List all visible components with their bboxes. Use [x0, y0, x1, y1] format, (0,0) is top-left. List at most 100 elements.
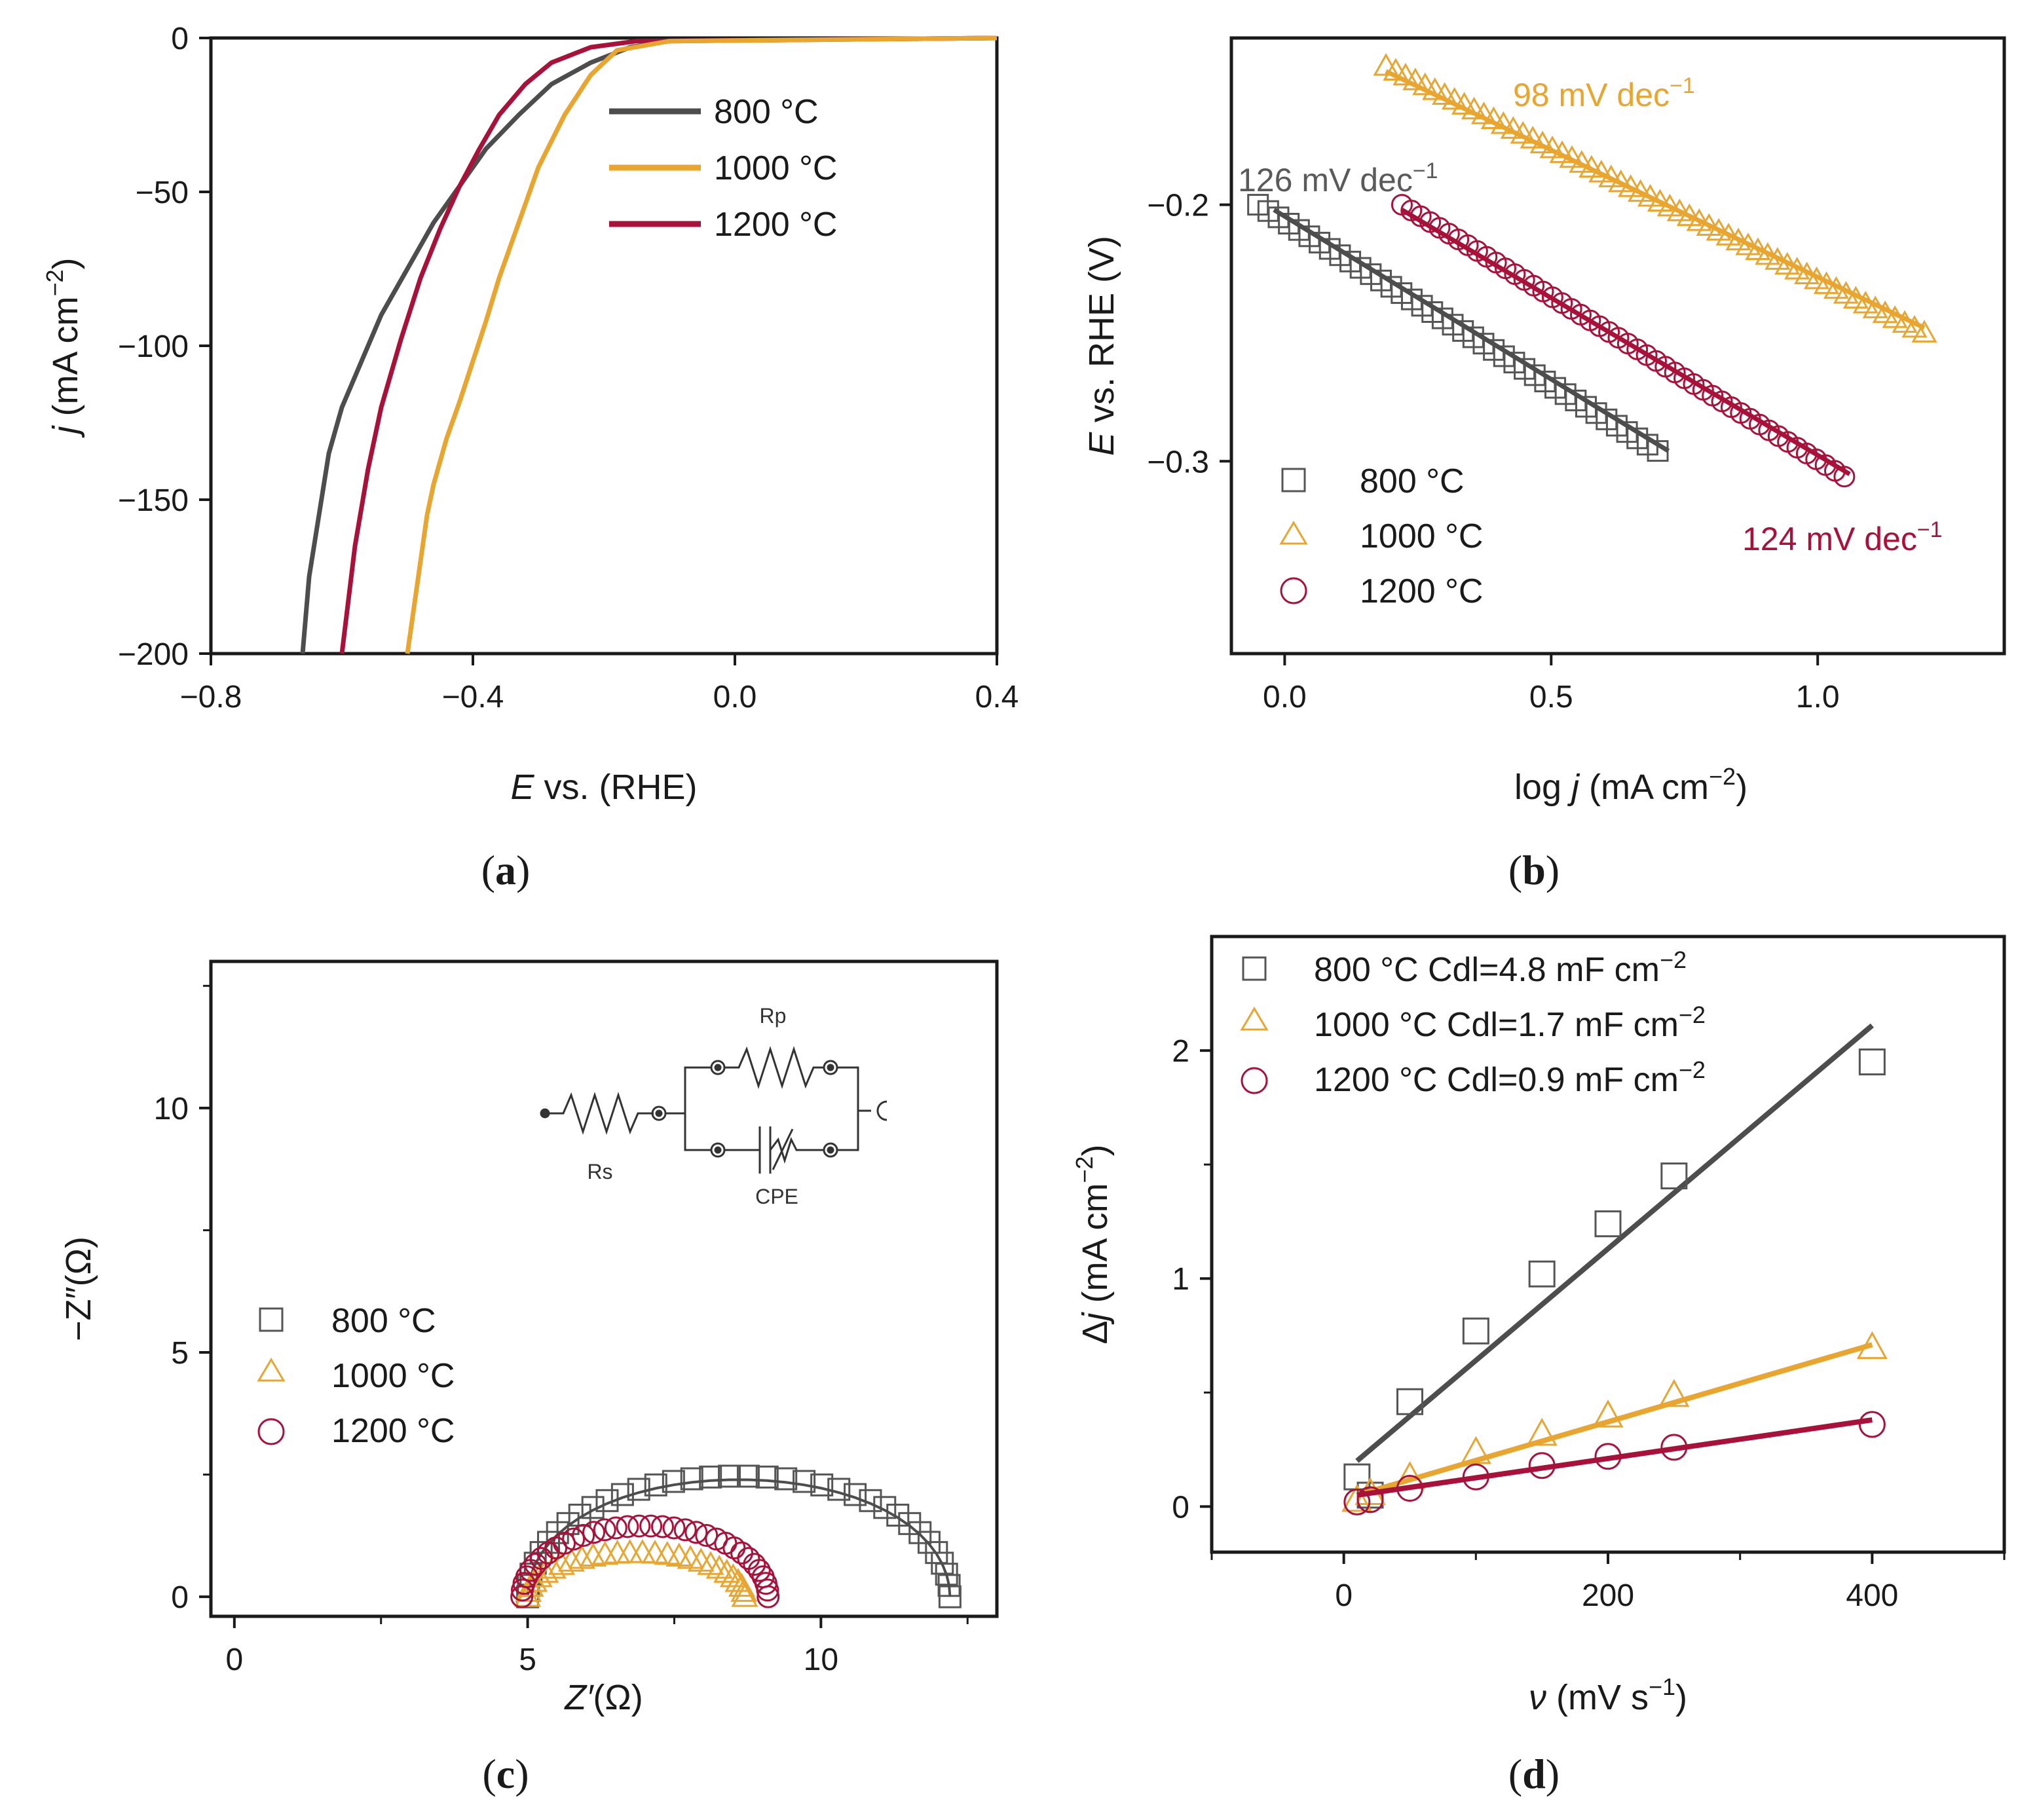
cpe-arrow [772, 1128, 794, 1170]
plot-frame [209, 959, 999, 1618]
legend-label-1200: 1200 °C [714, 206, 837, 244]
marker-circle [1396, 1475, 1423, 1502]
series-group [1341, 1023, 1888, 1515]
marker-circle [582, 1521, 606, 1544]
tick-group: 0.0 0.5 1.0 −0.2 −0.3 [1147, 189, 1839, 715]
marker-circle [1660, 1434, 1688, 1461]
marker-triangle [1706, 217, 1732, 241]
y-axis-label: j (mA cm−2) [41, 257, 85, 438]
y-tick-label: 0 [1172, 1490, 1189, 1525]
tick-group: 0 200 400 0 1 2 [1172, 1034, 2006, 1613]
marker-triangle [616, 1539, 644, 1563]
marker-triangle [629, 1539, 656, 1563]
panel-d-chart: 0 200 400 0 1 2 ν (mV s−1) Δj (mA cm−2) 800 °… [1071, 935, 2006, 1797]
y-axis-label: Δj (mA cm−2) [1071, 1144, 1115, 1344]
legend: 800 °C 1000 °C 1200 °C [257, 1302, 455, 1450]
series-line-800 [300, 35, 998, 654]
equivalent-circuit-inset: Rs Rp CPE [540, 1004, 888, 1208]
legend-marker-square [259, 1307, 284, 1332]
marker-circle [650, 1515, 674, 1538]
marker-square [1858, 1048, 1886, 1075]
circuit-node-dot [655, 1109, 663, 1117]
legend-marker-triangle [1279, 521, 1308, 545]
marker-triangle [525, 1563, 553, 1588]
marker-circle [757, 1585, 780, 1608]
marker-triangle [557, 1548, 585, 1572]
y-tick-label: −200 [118, 637, 189, 672]
x-tick-label: 0.0 [1263, 680, 1307, 715]
slope-annotations: 126 mV dec−1 98 mV dec−1 124 mV dec−1 [1238, 73, 1943, 557]
panel-caption: (a) [481, 847, 531, 893]
marker-triangle [1526, 1417, 1558, 1446]
plot-frame [209, 36, 999, 656]
marker-circle [756, 1578, 779, 1602]
x-tick-label: −0.4 [442, 680, 504, 715]
marker-square [1462, 1317, 1489, 1345]
marker-circle [1594, 1443, 1622, 1470]
plot-frame [1229, 36, 2006, 656]
marker-circle [673, 1518, 697, 1542]
marker-square [718, 1464, 741, 1488]
marker-square [810, 1473, 834, 1496]
y-tick-label: 2 [1172, 1034, 1189, 1069]
legend-label-1000: 1000 °C [331, 1357, 455, 1395]
circuit-left-bus [665, 1066, 711, 1115]
y-tick-label: −100 [118, 329, 189, 364]
x-tick-label: 0.5 [1529, 680, 1573, 715]
legend-label-1000: 1000 °C [714, 149, 837, 187]
marker-triangle [568, 1544, 595, 1569]
marker-circle [695, 1523, 719, 1547]
legend-label-800: 800 °C [331, 1302, 436, 1340]
panel-a-chart: −0.8 −0.4 0.0 0.4 0 −50 −100 −150 −200 E vs. (RH… [41, 22, 1018, 893]
legend-marker-square [1281, 468, 1306, 492]
marker-triangle [705, 1554, 733, 1579]
marker-square [581, 1496, 605, 1519]
circuit-left-bus-lower [684, 1113, 711, 1151]
x-tick-label: 0.0 [713, 680, 757, 715]
marker-circle [1356, 1486, 1384, 1514]
circuit-output-terminal [876, 1100, 888, 1121]
circuit-node-dot [714, 1146, 722, 1154]
x-tick-label: 0 [1335, 1578, 1353, 1613]
x-axis-label: log j (mA cm−2) [1514, 763, 1747, 807]
panel-caption: (b) [1508, 847, 1560, 893]
tick-group: 0 5 10 0 5 10 [154, 984, 969, 1677]
marker-triangle [1592, 1400, 1624, 1428]
circuit-node-dot [827, 1146, 834, 1154]
legend-label-1000: 1000 °C Cdl=1.7 mF cm−2 [1314, 1001, 1706, 1044]
y-tick-label: 1 [1172, 1262, 1189, 1297]
marker-triangle [603, 1539, 631, 1564]
y-tick-label: −0.3 [1147, 445, 1209, 479]
legend-marker-circle [257, 1418, 285, 1445]
fit-line [1385, 69, 1926, 330]
marker-triangle [731, 1583, 758, 1607]
marker-triangle [719, 1563, 747, 1588]
marker-square [1396, 1388, 1423, 1415]
y-tick-label: −0.2 [1147, 189, 1209, 223]
slope-label-800: 126 mV dec−1 [1238, 158, 1438, 198]
x-tick-label: 5 [519, 1643, 536, 1677]
marker-circle [1462, 1463, 1489, 1491]
marker-circle [743, 1553, 766, 1576]
legend-marker-triangle [257, 1358, 286, 1382]
marker-triangle [1911, 320, 1937, 343]
marker-circle [593, 1518, 616, 1542]
marker-circle [515, 1565, 538, 1589]
marker-triangle [1856, 1331, 1888, 1360]
marker-triangle [1373, 53, 1399, 76]
marker-square [793, 1470, 816, 1493]
legend: 800 °C Cdl=4.8 mF cm−2 1000 °C Cdl=1.7 m… [1240, 946, 1706, 1099]
marker-square [736, 1464, 760, 1488]
marker-triangle [1432, 82, 1458, 105]
marker-circle [1833, 466, 1856, 488]
circuit-node-dot [827, 1064, 834, 1071]
marker-circle [1858, 1411, 1886, 1438]
rs-resistor [545, 1092, 654, 1135]
marker-square [662, 1470, 685, 1493]
rs-label: Rs [587, 1160, 612, 1183]
fit-line [1355, 1023, 1874, 1463]
slope-label-1200: 124 mV dec−1 [1742, 517, 1943, 557]
marker-circle [524, 1553, 548, 1576]
marker-triangle [1392, 62, 1419, 86]
